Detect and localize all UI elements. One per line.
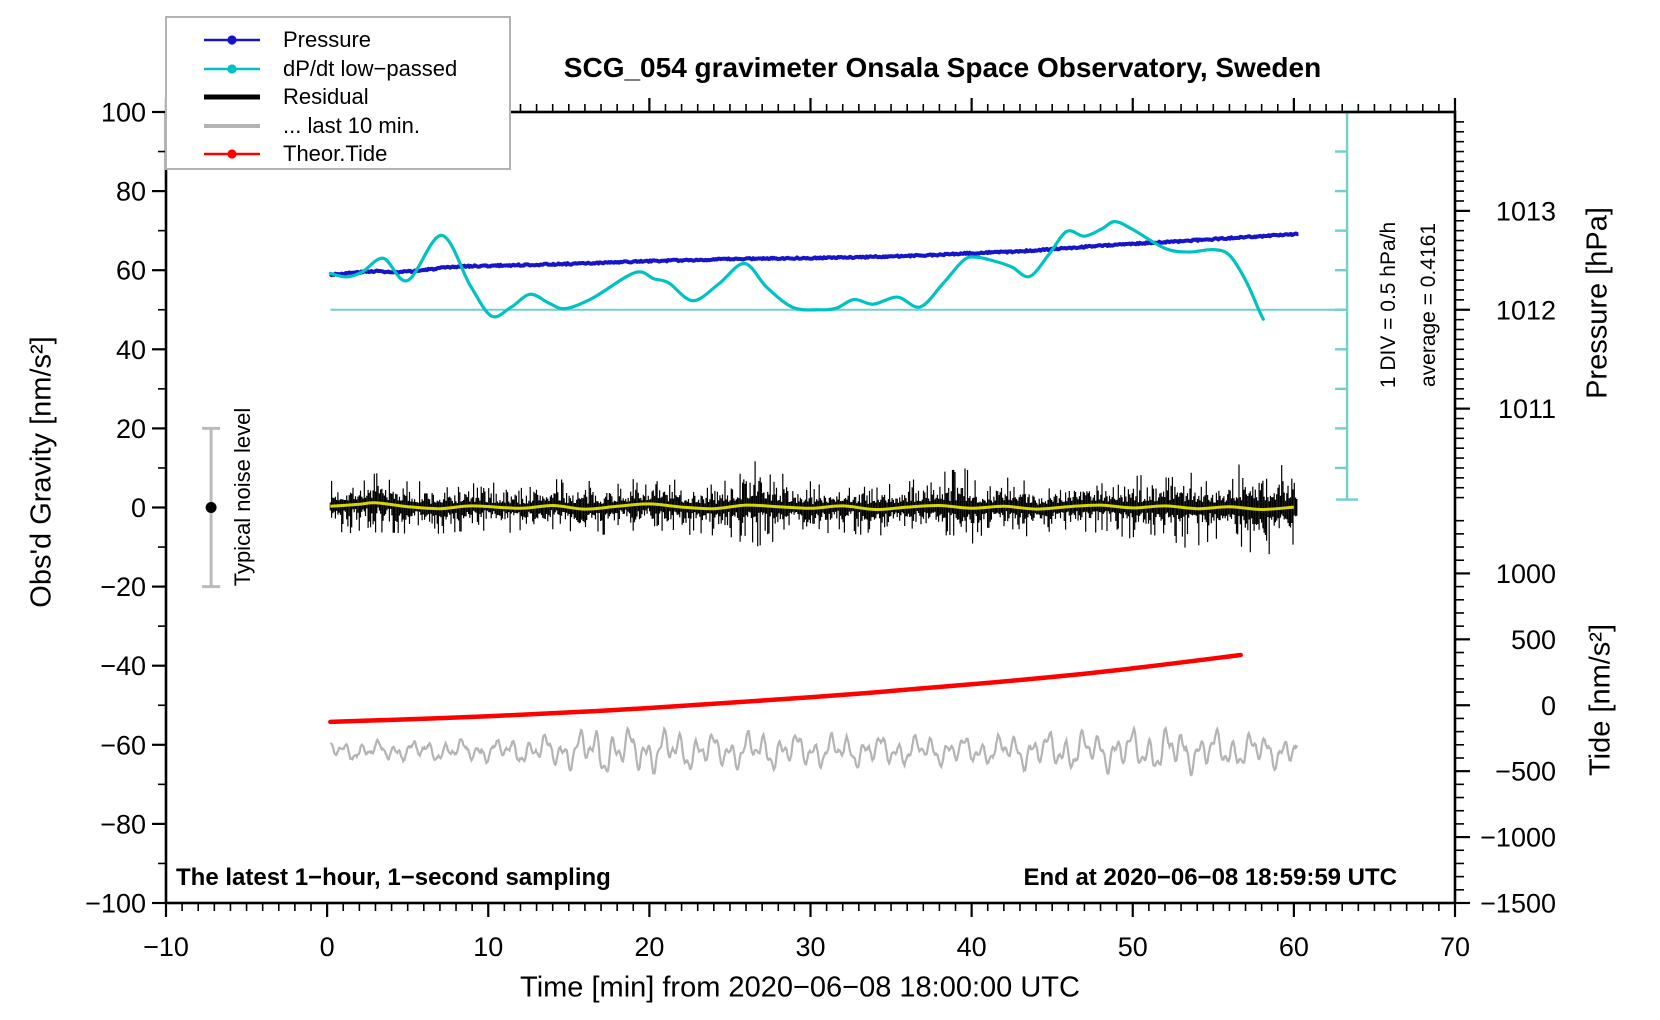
last10min-curve xyxy=(329,724,1299,777)
y-tick-label: 80 xyxy=(116,177,146,207)
legend-label: Theor.Tide xyxy=(283,141,388,167)
dpdt-line-dot-icon xyxy=(204,64,260,74)
tide-tick-label: 1000 xyxy=(1496,559,1556,589)
plot-frame xyxy=(164,110,1457,905)
noise-level-dot xyxy=(205,502,217,513)
y-axis-title-pressure: Pressure [hPa] xyxy=(1581,207,1614,399)
chart-title: SCG_054 gravimeter Onsala Space Observat… xyxy=(563,52,1322,83)
legend-label: ... last 10 min. xyxy=(283,112,420,138)
tide-tick-label: −500 xyxy=(1495,757,1556,787)
legend: Pressure dP/dt low−passed Residual ... l… xyxy=(165,16,511,170)
residual-line-icon xyxy=(204,94,260,100)
legend-label: Residual xyxy=(283,84,369,110)
scalebar-average-label: average = 0.4161 xyxy=(1417,222,1440,388)
pressure-curve xyxy=(329,231,1300,278)
y-tick-label: −20 xyxy=(100,572,146,602)
legend-item-pressure: Pressure xyxy=(167,26,509,55)
y-tick-label: −60 xyxy=(100,730,146,760)
legend-item-last10min: ... last 10 min. xyxy=(167,112,509,141)
x-axis-title: Time [min] from 2020−06−08 18:00:00 UTC xyxy=(520,971,1080,1004)
pressure-tick-label: 1011 xyxy=(1498,394,1556,424)
noise-level-label: Typical noise level xyxy=(230,407,255,587)
legend-label: dP/dt low−passed xyxy=(283,55,458,81)
legend-item-residual: Residual xyxy=(167,83,509,112)
x-tick-label: 30 xyxy=(795,932,825,962)
x-tick-label: 70 xyxy=(1440,932,1470,962)
annotation-end-time: End at 2020−06−08 18:59:59 UTC xyxy=(1023,864,1397,891)
y-tick-label: −80 xyxy=(100,809,146,839)
x-tick-label: 50 xyxy=(1118,932,1148,962)
legend-item-dpdt: dP/dt low−passed xyxy=(167,55,509,84)
y-axis-title-tide: Tide [nm/s²] xyxy=(1584,623,1617,777)
theor-tide-curve xyxy=(328,652,1243,725)
x-tick-label: 0 xyxy=(320,932,335,962)
theor-tide-line-dot-icon xyxy=(204,149,260,159)
pressure-tick-label: 1013 xyxy=(1496,196,1556,226)
y-tick-label: 20 xyxy=(116,414,146,444)
last10min-line-icon xyxy=(204,123,260,128)
y-axis-title-gravity: Obs'd Gravity [nm/s²] xyxy=(25,336,58,608)
tide-tick-label: −1000 xyxy=(1480,823,1556,853)
x-tick-label: 60 xyxy=(1279,932,1309,962)
x-tick-label: 40 xyxy=(957,932,987,962)
y-tick-label: −100 xyxy=(85,889,146,919)
legend-item-theor-tide: Theor.Tide xyxy=(167,140,509,169)
legend-label: Pressure xyxy=(283,27,372,53)
x-tick-label: 20 xyxy=(634,932,664,962)
y-tick-label: 40 xyxy=(116,335,146,365)
y-tick-label: 0 xyxy=(131,493,146,523)
pressure-tick-label: 1012 xyxy=(1496,295,1556,325)
pressure-line-dot-icon xyxy=(204,35,260,45)
y-tick-label: −40 xyxy=(100,651,146,681)
dpdt-curve xyxy=(328,220,1265,321)
tide-tick-label: 500 xyxy=(1511,625,1556,655)
tide-tick-label: 0 xyxy=(1541,691,1556,721)
residual-lowpass-curve xyxy=(330,501,1295,512)
x-tick-label: 10 xyxy=(473,932,503,962)
scalebar-div-label: 1 DIV = 0.5 hPa/h xyxy=(1377,221,1400,389)
x-tick-label: −10 xyxy=(143,932,189,962)
y-tick-label: 60 xyxy=(116,256,146,286)
annotation-sampling-info: The latest 1−hour, 1−second sampling xyxy=(176,864,611,891)
y-tick-label: 100 xyxy=(101,98,146,128)
tide-tick-label: −1500 xyxy=(1480,889,1556,919)
